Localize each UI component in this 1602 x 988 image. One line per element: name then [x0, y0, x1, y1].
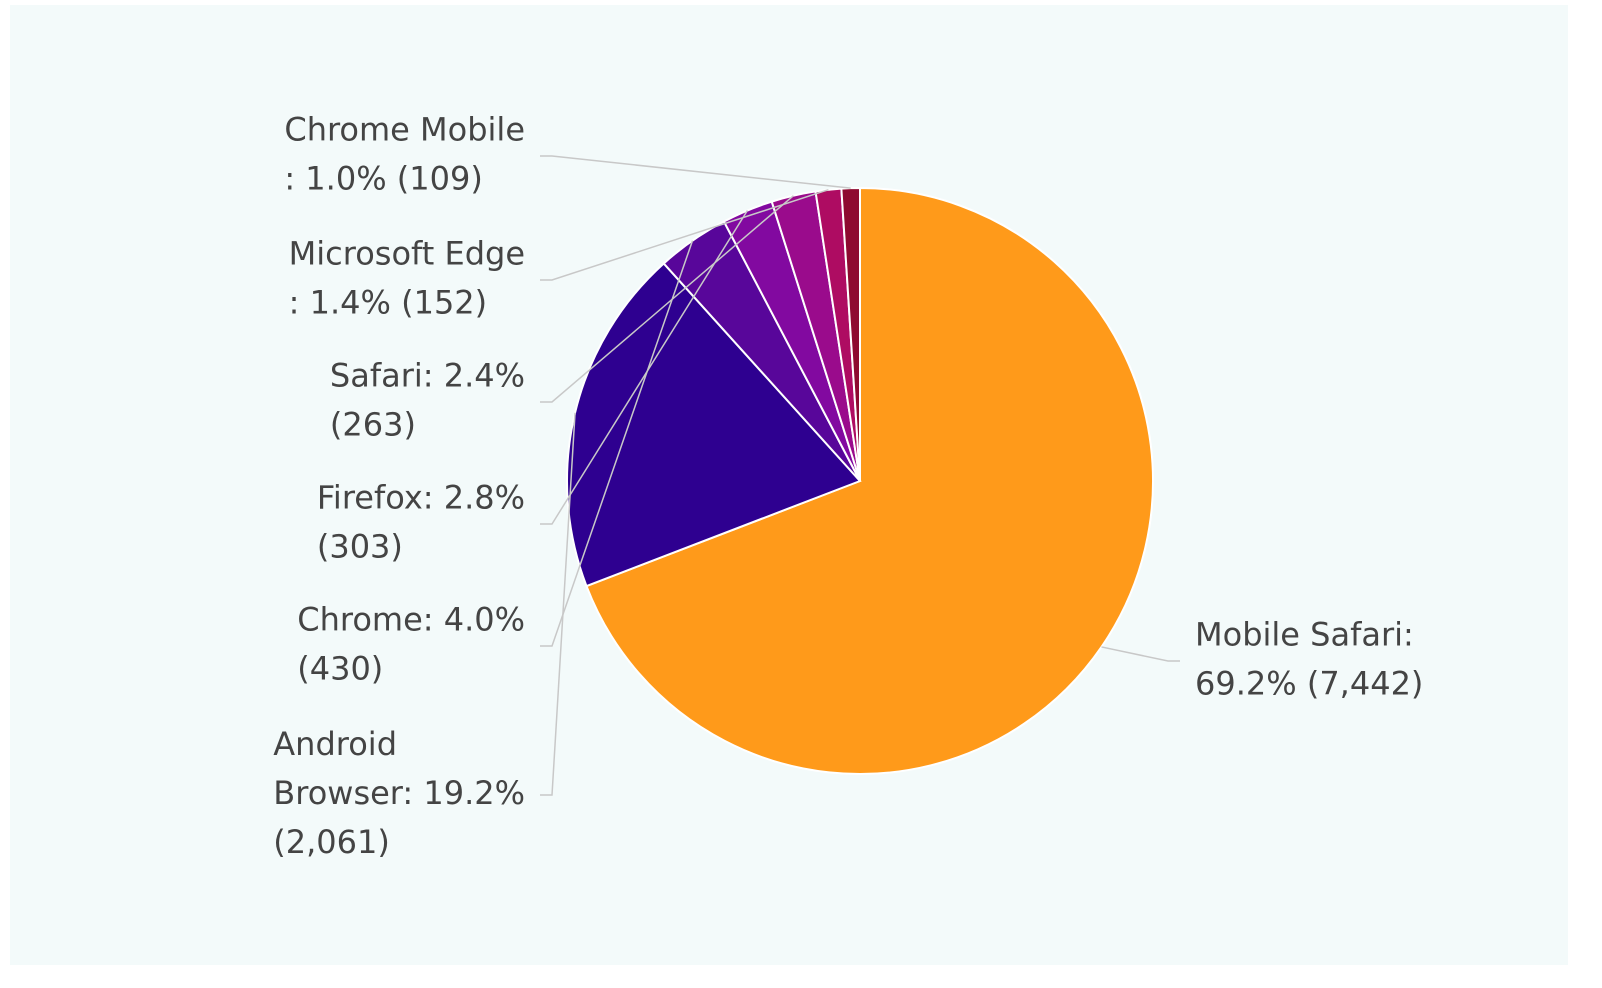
slice-label: : 1.4% (152): [289, 284, 487, 322]
leader-line: [540, 155, 851, 189]
slice-label: 69.2% (7,442): [1195, 665, 1423, 703]
leader-line: [540, 195, 794, 403]
slice-label: Firefox: 2.8%: [317, 479, 525, 517]
leader-line: [1101, 646, 1180, 662]
leader-line: [540, 240, 694, 647]
slice-label: Microsoft Edge: [289, 235, 525, 273]
slice-label: Chrome: 4.0%: [297, 601, 525, 639]
slice-label: : 1.0% (109): [284, 160, 482, 198]
slice-label: (430): [297, 650, 383, 688]
pie-slice: [585, 186, 1154, 775]
slice-label: Mobile Safari:: [1195, 616, 1414, 654]
leader-line: [540, 188, 829, 281]
leader-line: [540, 210, 749, 525]
slice-label: (303): [317, 528, 403, 566]
slice-label: (263): [330, 406, 416, 444]
slice-label: Safari: 2.4%: [330, 357, 525, 395]
slice-label: Chrome Mobile: [284, 111, 525, 149]
slice-label: (2,061): [273, 823, 390, 861]
leader-line: [540, 412, 576, 796]
slice-label: Android: [273, 725, 397, 763]
slice-label: Browser: 19.2%: [273, 774, 525, 812]
